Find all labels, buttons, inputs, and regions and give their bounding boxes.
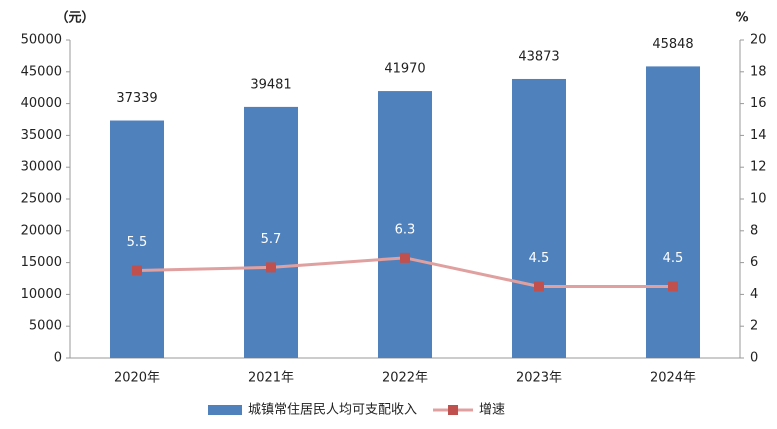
y2-tick-label: 0 — [750, 351, 758, 366]
y-tick-label: 25000 — [21, 192, 62, 207]
bar — [512, 78, 566, 359]
y2-tick-label: 2 — [750, 319, 758, 334]
line-marker — [400, 252, 410, 263]
x-tick-label: 2024年 — [650, 371, 696, 386]
y2-tick-label: 10 — [750, 192, 767, 207]
y2-tick-label: 16 — [750, 96, 767, 111]
bar — [646, 66, 700, 358]
bar-value-label: 41970 — [384, 62, 425, 77]
line-value-label: 6.3 — [395, 222, 416, 237]
y-tick-label: 35000 — [21, 128, 62, 143]
y-tick-label: 5000 — [29, 319, 62, 334]
y2-tick-label: 14 — [750, 128, 767, 143]
legend-swatch — [208, 405, 242, 415]
line-value-label: 4.5 — [529, 251, 550, 266]
x-tick-label: 2023年 — [516, 371, 562, 386]
legend-label: 城镇常住居民人均可支配收入 — [248, 403, 417, 418]
y2-tick-label: 4 — [750, 287, 758, 302]
line-marker — [668, 281, 678, 292]
bar — [244, 106, 298, 358]
y2-tick-label: 20 — [750, 33, 767, 48]
bar-value-label: 45848 — [652, 37, 693, 52]
y-tick-label: 50000 — [21, 33, 62, 48]
bar — [378, 91, 432, 358]
line-marker — [534, 281, 544, 292]
y2-tick-label: 6 — [750, 255, 758, 270]
x-tick-label: 2020年 — [114, 371, 160, 386]
y2-tick-label: 12 — [750, 160, 767, 175]
legend-marker — [448, 405, 459, 415]
line-value-label: 5.5 — [127, 235, 148, 250]
bar — [110, 120, 164, 358]
y2-tick-label: 18 — [750, 64, 767, 79]
line-value-label: 4.5 — [663, 251, 684, 266]
line-value-label: 5.7 — [261, 232, 282, 247]
line-marker — [132, 265, 142, 276]
y-tick-label: 0 — [54, 351, 62, 366]
legend-label: 增速 — [479, 403, 505, 418]
bar-value-label: 43873 — [518, 49, 559, 64]
x-tick-label: 2021年 — [248, 371, 294, 386]
y-tick-label: 15000 — [21, 255, 62, 270]
y-axis-label: （元） — [55, 10, 94, 26]
x-tick-label: 2022年 — [382, 371, 428, 386]
line-marker — [266, 262, 276, 273]
y2-axis-label: % — [735, 11, 748, 26]
y-tick-label: 30000 — [21, 160, 62, 175]
y-tick-label: 45000 — [21, 64, 62, 79]
bar-value-label: 39481 — [250, 77, 291, 92]
y2-tick-label: 8 — [750, 223, 758, 238]
y-tick-label: 20000 — [21, 223, 62, 238]
bar-value-label: 37339 — [116, 91, 157, 106]
y-tick-label: 40000 — [21, 96, 62, 111]
y-tick-label: 10000 — [21, 287, 62, 302]
